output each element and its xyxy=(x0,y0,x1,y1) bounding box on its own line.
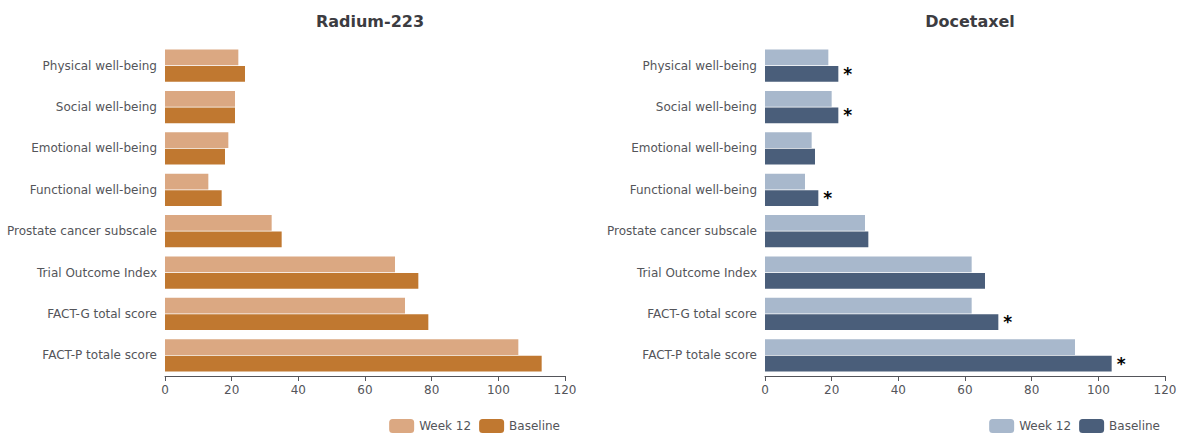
svg-text:FACT-P totale score: FACT-P totale score xyxy=(642,348,757,362)
svg-text:100: 100 xyxy=(487,383,510,397)
svg-text:Prostate cancer subscale: Prostate cancer subscale xyxy=(607,224,757,238)
svg-text:Radium-223: Radium-223 xyxy=(316,12,424,31)
svg-text:Week 12: Week 12 xyxy=(1019,419,1071,433)
svg-text:60: 60 xyxy=(957,383,972,397)
svg-text:Trial Outcome Index: Trial Outcome Index xyxy=(36,266,157,280)
svg-text:Prostate cancer subscale: Prostate cancer subscale xyxy=(7,224,157,238)
svg-text:*: * xyxy=(823,188,832,208)
svg-text:120: 120 xyxy=(554,383,577,397)
svg-text:Docetaxel: Docetaxel xyxy=(925,12,1015,31)
svg-text:40: 40 xyxy=(891,383,906,397)
svg-text:Physical well-being: Physical well-being xyxy=(43,59,157,73)
svg-text:100: 100 xyxy=(1087,383,1110,397)
svg-text:Functional well-being: Functional well-being xyxy=(30,183,157,197)
svg-text:Emotional well-being: Emotional well-being xyxy=(31,141,157,155)
svg-text:Trial Outcome Index: Trial Outcome Index xyxy=(636,266,757,280)
svg-text:80: 80 xyxy=(424,383,439,397)
svg-text:Functional well-being: Functional well-being xyxy=(630,183,757,197)
svg-text:*: * xyxy=(1117,354,1126,374)
svg-text:20: 20 xyxy=(224,383,239,397)
svg-text:Social well-being: Social well-being xyxy=(56,100,157,114)
svg-text:Social well-being: Social well-being xyxy=(656,100,757,114)
svg-text:*: * xyxy=(843,64,852,84)
svg-text:0: 0 xyxy=(161,383,169,397)
svg-text:20: 20 xyxy=(824,383,839,397)
svg-text:Physical well-being: Physical well-being xyxy=(643,59,757,73)
svg-text:60: 60 xyxy=(357,383,372,397)
svg-text:Baseline: Baseline xyxy=(509,419,560,433)
svg-text:*: * xyxy=(1003,312,1012,332)
svg-text:Emotional well-being: Emotional well-being xyxy=(631,141,757,155)
svg-text:40: 40 xyxy=(291,383,306,397)
svg-text:Baseline: Baseline xyxy=(1109,419,1160,433)
svg-text:FACT-G total score: FACT-G total score xyxy=(47,307,157,321)
svg-text:FACT-G total score: FACT-G total score xyxy=(647,307,757,321)
svg-text:Week 12: Week 12 xyxy=(419,419,471,433)
svg-text:FACT-P totale score: FACT-P totale score xyxy=(42,348,157,362)
svg-text:120: 120 xyxy=(1154,383,1177,397)
svg-text:0: 0 xyxy=(761,383,769,397)
svg-text:*: * xyxy=(843,105,852,125)
svg-text:80: 80 xyxy=(1024,383,1039,397)
